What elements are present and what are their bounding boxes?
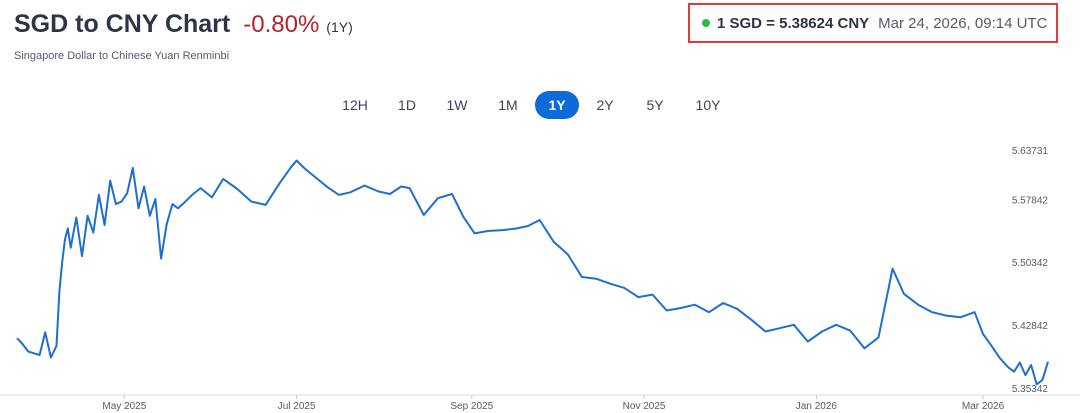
period-label: (1Y) bbox=[326, 19, 353, 35]
range-button-1w[interactable]: 1W bbox=[446, 97, 468, 113]
current-rate-panel: 1 SGD = 5.38624 CNY Mar 24, 2026, 09:14 … bbox=[688, 3, 1058, 43]
range-button-5y[interactable]: 5Y bbox=[646, 97, 664, 113]
change-percent: -0.80% bbox=[243, 11, 320, 38]
page-title: SGD to CNY Chart bbox=[14, 10, 231, 38]
y-tick-label: 5.63731 bbox=[1012, 146, 1049, 157]
y-tick-label: 5.42842 bbox=[1012, 321, 1049, 332]
current-rate: 1 SGD = 5.38624 CNY bbox=[717, 14, 870, 32]
y-tick-label: 5.57842 bbox=[1012, 195, 1049, 206]
x-tick-label: Jul 2025 bbox=[278, 401, 316, 412]
page-subtitle: Singapore Dollar to Chinese Yuan Renminb… bbox=[14, 50, 230, 62]
y-tick-label: 5.35342 bbox=[1012, 384, 1049, 395]
chart-header: SGD to CNY Chart -0.80% (1Y) bbox=[14, 10, 353, 39]
x-tick-label: Mar 2026 bbox=[962, 401, 1005, 412]
range-button-1d[interactable]: 1D bbox=[398, 97, 416, 113]
range-button-2y[interactable]: 2Y bbox=[596, 97, 614, 113]
x-tick-label: Sep 2025 bbox=[450, 401, 493, 412]
range-button-12h[interactable]: 12H bbox=[342, 97, 368, 113]
rate-timestamp: Mar 24, 2026, 09:14 UTC bbox=[878, 14, 1048, 32]
time-range-selector: 12H 1D 1W 1M 1Y 2Y 5Y 10Y bbox=[0, 91, 1080, 119]
range-button-1m[interactable]: 1M bbox=[498, 97, 518, 113]
live-status-icon bbox=[702, 19, 710, 27]
x-tick-label: Jan 2026 bbox=[796, 401, 838, 412]
x-tick-label: May 2025 bbox=[102, 401, 146, 412]
range-button-10y[interactable]: 10Y bbox=[695, 97, 721, 113]
range-button-1y[interactable]: 1Y bbox=[535, 91, 579, 119]
y-tick-label: 5.50342 bbox=[1012, 258, 1049, 269]
x-tick-label: Nov 2025 bbox=[623, 401, 666, 412]
rate-series-line bbox=[16, 159, 1049, 386]
